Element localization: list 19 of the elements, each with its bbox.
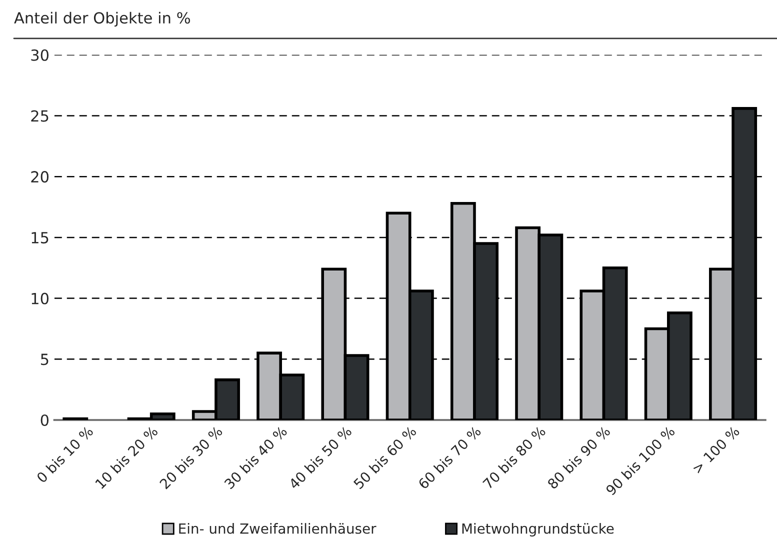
y-tick-label: 25 [31, 110, 48, 122]
chart-subtitle: Anteil der Objekte in % [14, 12, 190, 27]
x-tick-label: 50 bis 60 % [352, 425, 417, 490]
y-tick-label: 5 [40, 354, 48, 366]
x-tick-label: 60 bis 70 % [417, 425, 482, 490]
legend-label: Mietwohngrundstücke [462, 523, 614, 536]
y-tick-label: 20 [31, 171, 49, 183]
x-tick-label: 30 bis 40 % [224, 425, 288, 490]
legend-label: Ein- und Zweifamilienhäuser [179, 523, 376, 534]
x-tick-label: > 100 % [692, 426, 740, 474]
x-tick-label: 70 bis 80 % [482, 425, 546, 490]
x-tick-label: 20 bis 30 % [158, 425, 224, 490]
x-tick-label: 10 bis 20 % [94, 425, 158, 490]
y-tick-label: 0 [40, 414, 49, 426]
x-tick-label: 0 bis 10 % [36, 425, 94, 484]
y-tick-label: 10 [32, 292, 49, 304]
y-tick-label: 15 [32, 232, 48, 244]
x-tick-label: 40 bis 50 % [288, 425, 352, 490]
y-tick-label: 30 [31, 49, 49, 61]
